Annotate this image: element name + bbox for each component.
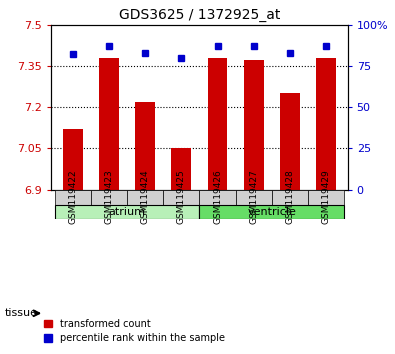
Bar — [272, 189, 308, 205]
Text: tissue: tissue — [5, 308, 38, 318]
Bar — [316, 58, 336, 189]
Bar — [63, 129, 83, 189]
Bar — [235, 189, 272, 205]
Text: atrium: atrium — [109, 207, 146, 217]
Bar — [208, 58, 228, 189]
Bar — [199, 189, 235, 205]
Bar — [135, 102, 155, 189]
Bar — [308, 189, 344, 205]
Bar — [244, 61, 263, 189]
Text: GSM119426: GSM119426 — [213, 170, 222, 224]
Bar — [199, 205, 344, 219]
Text: GSM119422: GSM119422 — [68, 170, 77, 224]
Title: GDS3625 / 1372925_at: GDS3625 / 1372925_at — [119, 8, 280, 22]
Bar — [55, 189, 91, 205]
Bar — [127, 189, 164, 205]
Bar — [55, 205, 199, 219]
Text: GSM119428: GSM119428 — [285, 170, 294, 224]
Bar — [280, 93, 300, 189]
Legend: transformed count, percentile rank within the sample: transformed count, percentile rank withi… — [40, 315, 229, 347]
Text: GSM119425: GSM119425 — [177, 170, 186, 224]
Bar — [91, 189, 127, 205]
Text: ventricle: ventricle — [247, 207, 296, 217]
Text: GSM119427: GSM119427 — [249, 170, 258, 224]
Text: GSM119423: GSM119423 — [105, 170, 114, 224]
Bar — [99, 58, 119, 189]
Text: GSM119429: GSM119429 — [322, 170, 331, 224]
Text: GSM119424: GSM119424 — [141, 170, 150, 224]
Bar — [164, 189, 199, 205]
Bar — [171, 148, 191, 189]
